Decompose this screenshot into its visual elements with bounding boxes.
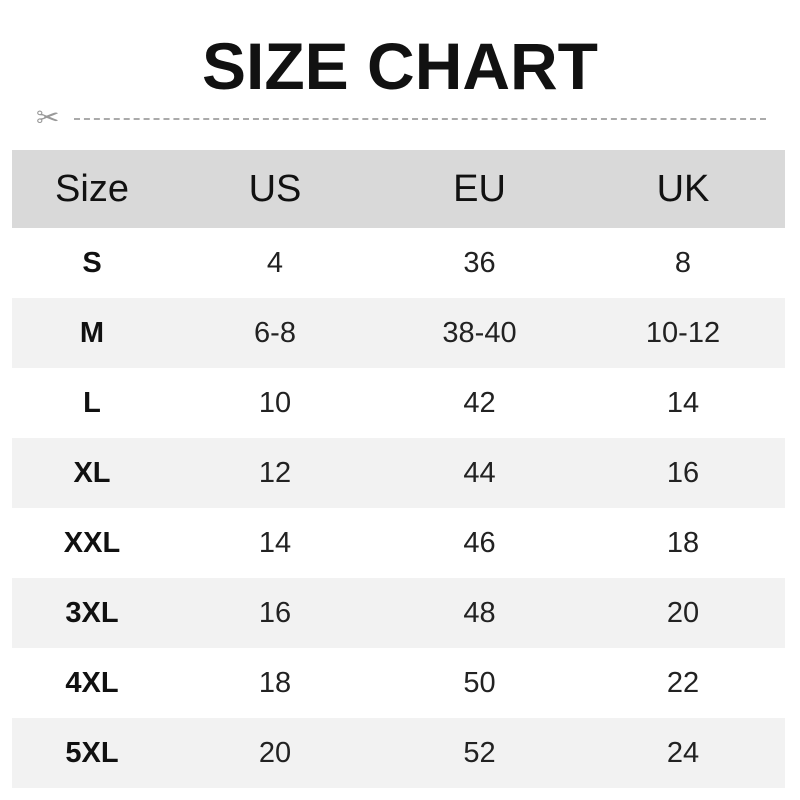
table-row: 5XL 20 52 24 xyxy=(12,718,785,788)
scissors-icon: ✂ xyxy=(36,102,60,133)
cell-us: 4 xyxy=(266,246,284,279)
cut-line: ✂ xyxy=(36,104,766,132)
cell-eu: 48 xyxy=(463,596,496,629)
cell-uk: 8 xyxy=(674,246,692,279)
table-row: L 10 42 14 xyxy=(12,368,785,438)
cell-uk: 20 xyxy=(666,596,700,629)
cell-us: 14 xyxy=(258,526,292,559)
cell-size: 5XL xyxy=(65,736,119,769)
cell-uk: 18 xyxy=(666,526,700,559)
cell-us: 12 xyxy=(258,456,292,489)
cell-eu: 50 xyxy=(463,666,496,699)
cell-uk: 16 xyxy=(666,456,700,489)
header-uk: UK xyxy=(656,167,710,210)
cell-eu: 46 xyxy=(463,526,496,559)
cell-uk: 14 xyxy=(666,386,700,419)
cell-size: L xyxy=(83,386,101,419)
cell-uk: 22 xyxy=(666,666,700,699)
table-header: Size US EU UK xyxy=(12,150,785,228)
table-row: S 4 36 8 xyxy=(12,228,785,298)
cell-uk: 24 xyxy=(666,736,700,769)
cell-eu: 42 xyxy=(463,386,496,419)
cell-size: 4XL xyxy=(65,666,119,699)
cell-us: 16 xyxy=(258,596,292,629)
header-us: US xyxy=(248,167,302,210)
table-row: XXL 14 46 18 xyxy=(12,508,785,578)
cell-eu: 44 xyxy=(463,456,496,489)
cell-uk: 10-12 xyxy=(645,316,721,349)
cell-size: XL xyxy=(73,456,111,489)
cell-size: 3XL xyxy=(65,596,119,629)
cell-us: 10 xyxy=(258,386,292,419)
cell-us: 20 xyxy=(258,736,292,769)
cell-eu: 38-40 xyxy=(442,316,517,349)
table-row: 4XL 18 50 22 xyxy=(12,648,785,718)
cell-eu: 36 xyxy=(463,246,496,279)
cell-size: XXL xyxy=(63,526,121,559)
header-size: Size xyxy=(55,167,129,210)
cell-us: 18 xyxy=(258,666,292,699)
cell-size: S xyxy=(82,246,102,279)
size-table: Size US EU UK S 4 36 8 M 6-8 38-40 10-12 L 10 42 14… xyxy=(12,150,785,788)
cell-us: 6-8 xyxy=(254,316,296,349)
table-row: 3XL 16 48 20 xyxy=(12,578,785,648)
table-row: M 6-8 38-40 10-12 xyxy=(12,298,785,368)
table-row: XL 12 44 16 xyxy=(12,438,785,508)
dashed-divider xyxy=(74,118,766,120)
page-title: SIZE CHART xyxy=(202,29,598,103)
cell-eu: 52 xyxy=(463,736,496,769)
header-eu: EU xyxy=(453,167,506,210)
cell-size: M xyxy=(79,316,105,349)
